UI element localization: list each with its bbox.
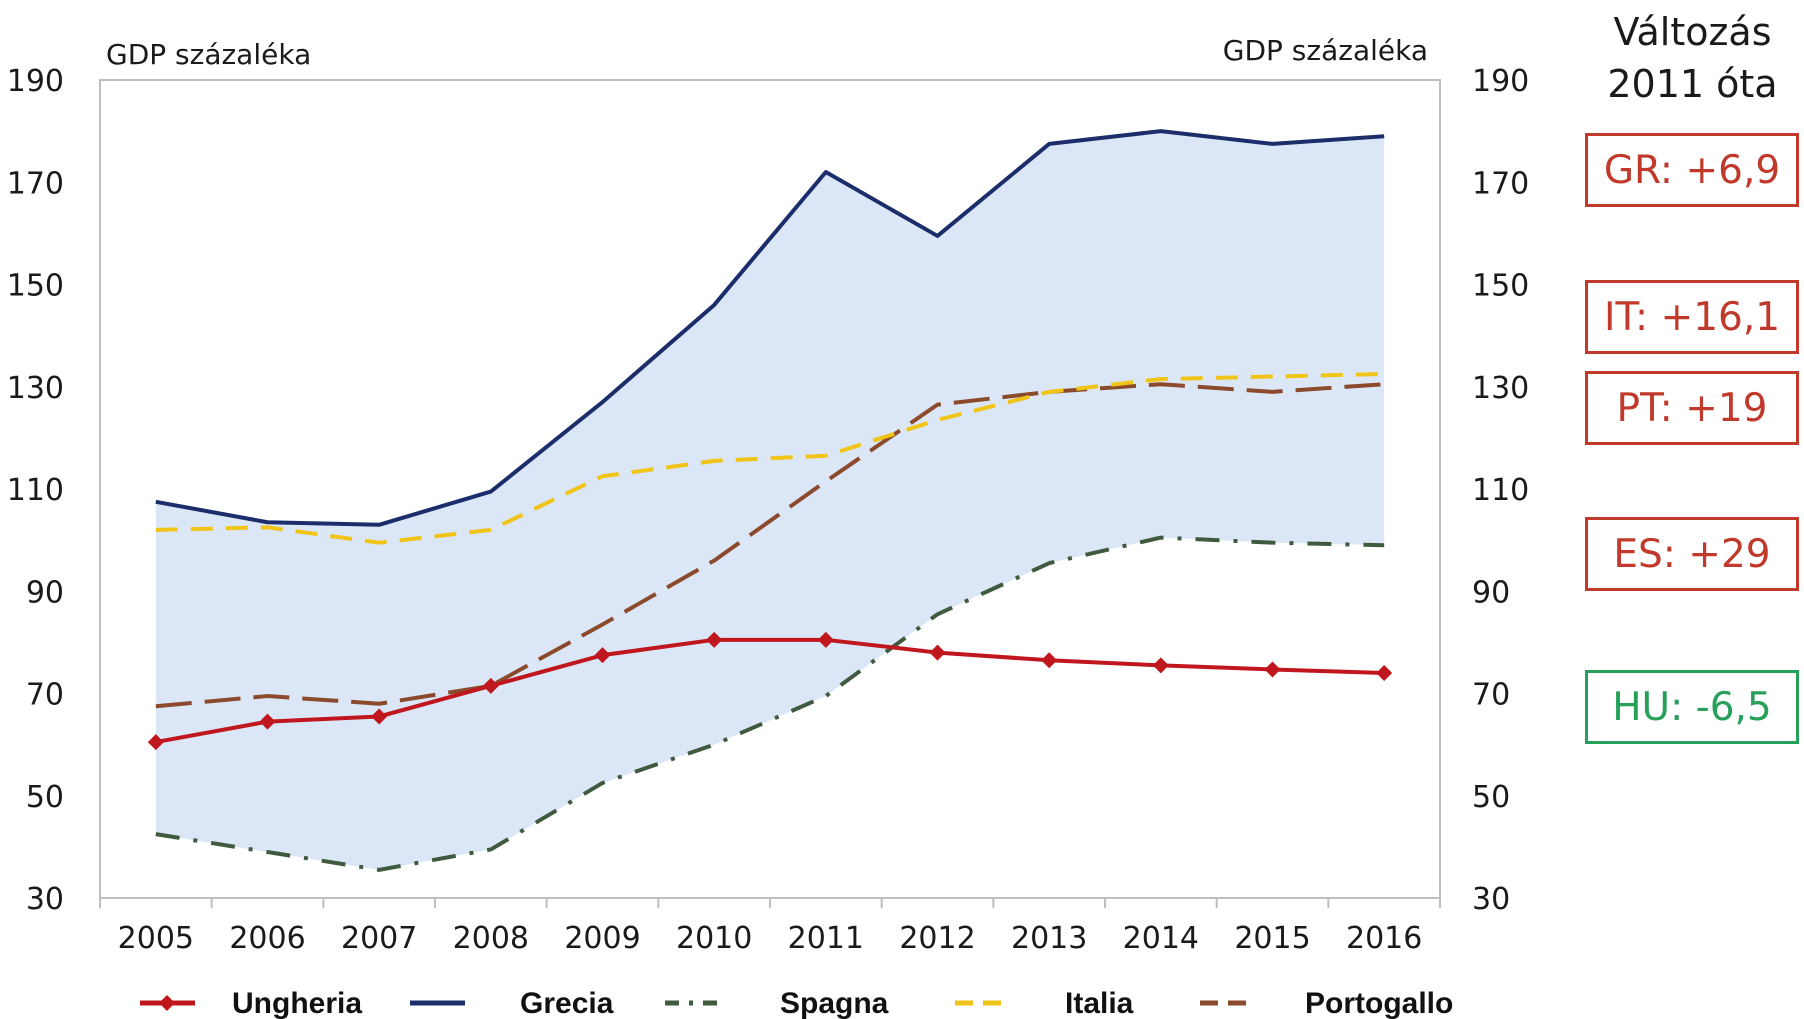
legend-label-portogallo: Portogallo [1305,987,1453,1019]
band-area [155,131,1385,870]
x-tick-label: 2012 [899,921,975,956]
y-tick-label-right: 170 [1472,166,1529,201]
change-panel-title: Változás 2011 óta [1585,6,1800,110]
legend-marker-ungheria [159,995,175,1011]
data-point-ungheria [706,631,723,648]
change-title-line2: 2011 óta [1607,62,1778,106]
y-tick-label-left: 130 [7,371,64,406]
y-tick-label-right: 150 [1472,269,1529,304]
x-tick-label: 2008 [453,921,529,956]
data-point-ungheria [1264,661,1281,678]
legend-label-italia: Italia [1065,987,1134,1019]
legend-label-ungheria: Ungheria [232,987,362,1019]
x-tick-label: 2007 [341,921,417,956]
y-tick-label-left: 50 [26,780,64,815]
legend: Ungheria Grecia Spagna Italia Portogallo [140,987,1453,1019]
x-tick-label: 2014 [1123,921,1199,956]
y-tick-label-right: 190 [1472,64,1529,99]
right-axis-unit: GDP százaléka [1223,34,1428,67]
y-tick-label-left: 90 [26,575,64,610]
y-tick-label-right: 110 [1472,473,1529,508]
data-point-ungheria [1376,665,1393,682]
y-tick-label-right: 70 [1472,678,1510,713]
series-line-grecia [155,129,1385,527]
data-point-ungheria [371,708,388,725]
data-point-ungheria [817,631,834,648]
y-axis-left: 30 50 70 90 110 130 150 170 190 [7,64,64,917]
y-tick-label-right: 30 [1472,882,1510,917]
x-tick-label: 2013 [1011,921,1087,956]
y-tick-label-left: 190 [7,64,64,99]
data-point-ungheria [1041,652,1058,669]
data-point-ungheria [259,713,276,730]
series-line-ungheria [155,637,1385,745]
change-box-hu: HU: -6,5 [1585,670,1799,744]
change-box-it: IT: +16,1 [1585,280,1799,354]
data-point-ungheria [929,644,946,661]
x-tick-label: 2006 [229,921,305,956]
y-tick-label-left: 30 [26,882,64,917]
change-title-line1: Változás [1613,10,1772,54]
series-line-spagna [155,535,1385,872]
x-tick-label: 2009 [564,921,640,956]
y-axis-right: 30 50 70 90 110 130 150 170 190 [1472,64,1529,917]
left-axis-unit: GDP százaléka [106,38,311,71]
y-tick-label-right: 50 [1472,780,1510,815]
y-tick-label-left: 170 [7,166,64,201]
y-tick-label-left: 70 [26,678,64,713]
x-axis-labels: 2005 2006 2007 2008 2009 2010 2011 2012 2013 2014… [118,921,1423,956]
data-point-ungheria [1152,657,1169,674]
x-tick-label: 2011 [788,921,864,956]
y-tick-label-right: 130 [1472,371,1529,406]
y-tick-label-right: 90 [1472,575,1510,610]
y-tick-label-left: 110 [7,473,64,508]
legend-label-spagna: Spagna [780,987,889,1019]
legend-label-grecia: Grecia [520,987,614,1019]
greece-spain-band [155,131,1385,870]
x-axis-ticks [99,898,1441,908]
y-tick-label-left: 150 [7,269,64,304]
data-point-ungheria [594,647,611,664]
series-lines [147,129,1393,872]
data-point-ungheria [147,734,164,751]
change-box-pt: PT: +19 [1585,371,1799,445]
x-tick-label: 2005 [118,921,194,956]
x-tick-label: 2015 [1234,921,1310,956]
change-box-es: ES: +29 [1585,517,1799,591]
change-box-gr: GR: +6,9 [1585,133,1799,207]
series-line-portogallo [155,382,1385,709]
data-point-ungheria [482,677,499,694]
x-tick-label: 2016 [1346,921,1422,956]
x-tick-label: 2010 [676,921,752,956]
